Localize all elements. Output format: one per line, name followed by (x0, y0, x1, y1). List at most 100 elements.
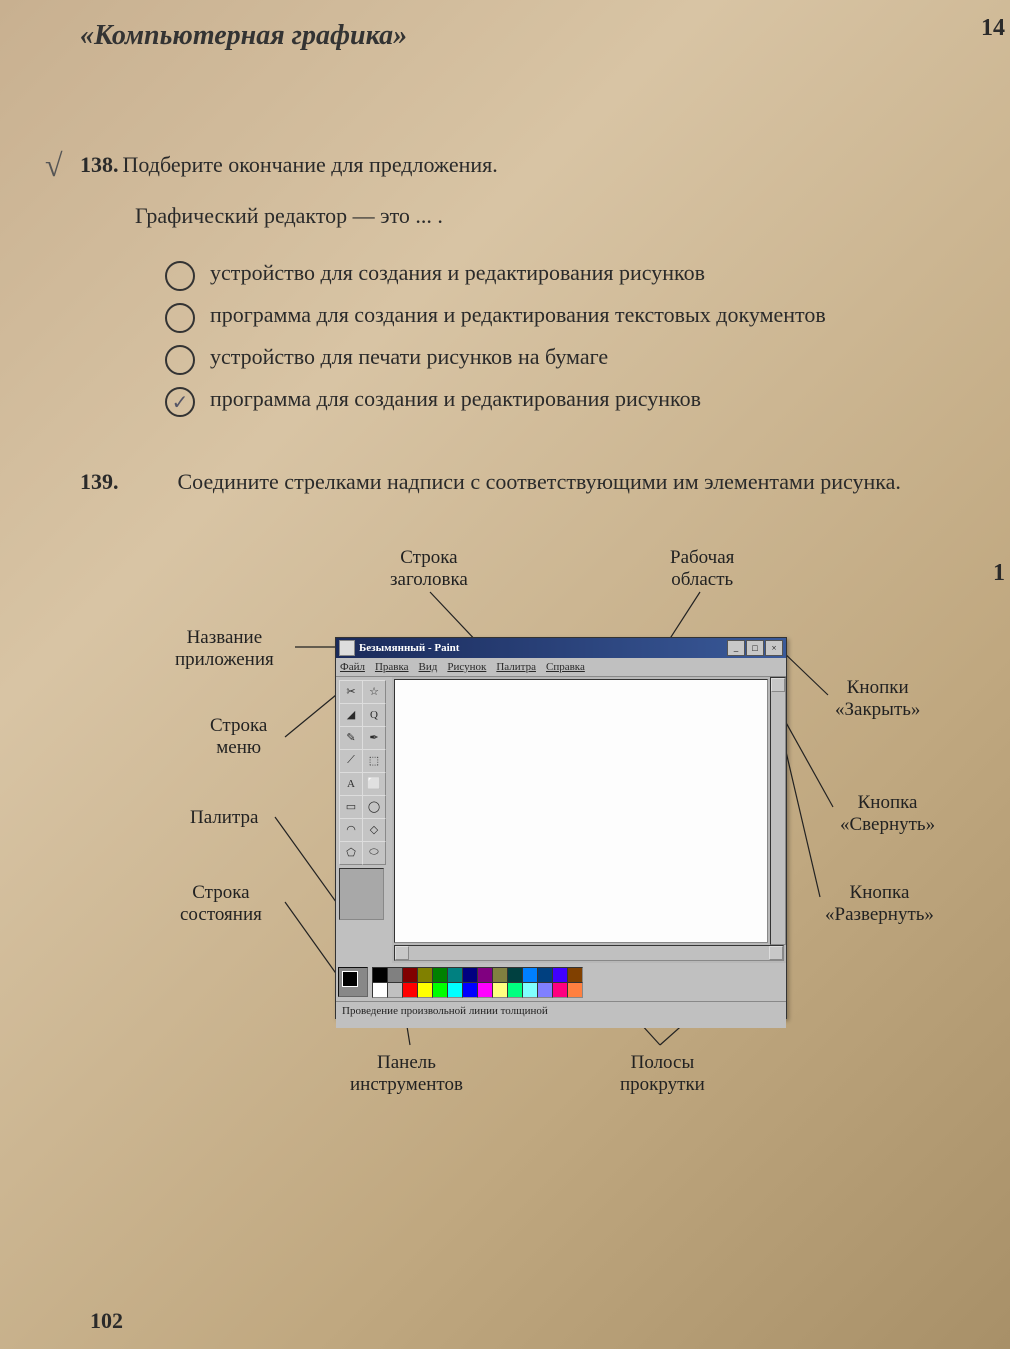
color-swatch[interactable] (402, 967, 418, 983)
option-text: устройство для печати рисунков на бумаге (210, 343, 618, 372)
color-swatch[interactable] (507, 982, 523, 998)
menu-item[interactable]: Правка (375, 661, 409, 673)
scroll-arrow-icon[interactable] (395, 946, 409, 960)
option-text: устройство для создания и редактирования… (210, 259, 715, 288)
label-close-btn: Кнопки«Закрыть» (835, 677, 920, 721)
color-swatch[interactable] (462, 967, 478, 983)
scroll-arrow-icon[interactable] (771, 678, 785, 692)
diagram-area: Строказаголовка Рабочаяобласть Названиеп… (80, 547, 970, 1107)
close-button[interactable]: × (765, 640, 783, 656)
tool-button[interactable]: ◠ (339, 818, 363, 842)
color-swatch[interactable] (537, 982, 553, 998)
menu-item[interactable]: Файл (340, 661, 365, 673)
color-swatch[interactable] (417, 982, 433, 998)
answer-option[interactable]: устройство для создания и редактирования… (165, 259, 970, 291)
tool-button[interactable]: A (339, 772, 363, 796)
scroll-arrow-icon[interactable] (769, 946, 783, 960)
tool-button[interactable]: ◇ (362, 818, 386, 842)
minimize-button[interactable]: _ (727, 640, 745, 656)
color-swatch[interactable] (507, 967, 523, 983)
color-swatch[interactable] (372, 967, 388, 983)
label-maximize-btn: Кнопка«Развернуть» (825, 882, 934, 926)
color-swatch[interactable] (492, 967, 508, 983)
menu-item[interactable]: Справка (546, 661, 585, 673)
tool-button[interactable]: ⬭ (362, 841, 386, 865)
label-title-row: Строказаголовка (390, 547, 468, 591)
radio-icon[interactable] (165, 303, 195, 333)
label-app-name: Названиеприложения (175, 627, 274, 671)
vertical-scrollbar[interactable] (770, 677, 786, 945)
tool-button[interactable]: ✂ (339, 680, 363, 704)
color-swatch[interactable] (552, 967, 568, 983)
tool-button[interactable]: ⟋ (339, 749, 363, 773)
color-swatch[interactable] (372, 982, 388, 998)
menu-item[interactable]: Палитра (496, 661, 536, 673)
window-title: Безымянный - Paint (359, 642, 459, 654)
color-swatch[interactable] (477, 967, 493, 983)
color-swatch[interactable] (492, 982, 508, 998)
color-swatch[interactable] (417, 967, 433, 983)
color-swatch[interactable] (432, 967, 448, 983)
margin-number-top: 14 (981, 15, 1005, 42)
color-swatch[interactable] (447, 967, 463, 983)
status-bar: Проведение произвольной линии толщиной (336, 1001, 786, 1028)
exercise-number: 138. (80, 152, 119, 177)
color-swatch[interactable] (477, 982, 493, 998)
margin-number-mid: 1 (993, 560, 1005, 587)
answer-option[interactable]: устройство для печати рисунков на бумаге (165, 343, 970, 375)
radio-icon[interactable] (165, 261, 195, 291)
radio-icon[interactable] (165, 387, 195, 417)
color-swatch[interactable] (462, 982, 478, 998)
color-swatch[interactable] (447, 982, 463, 998)
color-swatch[interactable] (387, 982, 403, 998)
exercise-138: √ 138. Подберите окончание для предложен… (80, 152, 970, 417)
tool-options (339, 868, 384, 920)
label-work-area: Рабочаяобласть (670, 547, 734, 591)
exercise-139: 139. Соедините стрелками надписи с соотв… (80, 467, 970, 1107)
label-minimize-btn: Кнопка«Свернуть» (840, 792, 935, 836)
tool-button[interactable]: ✎ (339, 726, 363, 750)
menubar[interactable]: Файл Правка Вид Рисунок Палитра Справка (336, 658, 786, 677)
tool-button[interactable]: ⬚ (362, 749, 386, 773)
label-palette: Палитра (190, 807, 258, 829)
horizontal-scrollbar[interactable] (394, 945, 784, 961)
canvas-area[interactable] (394, 679, 768, 943)
color-swatch[interactable] (537, 967, 553, 983)
color-swatch[interactable] (567, 982, 583, 998)
answer-option[interactable]: программа для создания и редактирования … (165, 385, 970, 417)
color-swatch[interactable] (387, 967, 403, 983)
tool-button[interactable]: ⬜ (362, 772, 386, 796)
radio-icon[interactable] (165, 345, 195, 375)
label-menu-row: Строкаменю (210, 715, 267, 759)
checkmark-icon: √ (45, 147, 63, 184)
color-swatch[interactable] (567, 967, 583, 983)
option-text: программа для создания и редактирования … (210, 301, 836, 330)
titlebar: Безымянный - Paint _ □ × (336, 638, 786, 658)
maximize-button[interactable]: □ (746, 640, 764, 656)
color-swatch[interactable] (552, 982, 568, 998)
color-swatch[interactable] (402, 982, 418, 998)
tool-button[interactable]: ⬠ (339, 841, 363, 865)
label-scrollbars: Полосыпрокрутки (620, 1052, 705, 1096)
label-toolbox: Панельинструментов (350, 1052, 463, 1096)
menu-item[interactable]: Вид (419, 661, 438, 673)
chapter-title: «Компьютерная графика» (80, 20, 970, 52)
app-icon (339, 640, 355, 656)
answer-option[interactable]: программа для создания и редактирования … (165, 301, 970, 333)
fg-bg-selector[interactable] (338, 967, 368, 997)
color-swatch[interactable] (432, 982, 448, 998)
menu-item[interactable]: Рисунок (447, 661, 486, 673)
tool-button[interactable]: ✒ (362, 726, 386, 750)
page-number: 102 (90, 1308, 123, 1334)
tool-button[interactable]: ▭ (339, 795, 363, 819)
exercise-task: Соедините стрелками надписи с соответств… (178, 469, 901, 494)
color-palette (336, 963, 786, 1001)
tool-button[interactable]: Q (362, 703, 386, 727)
tool-button[interactable]: ☆ (362, 680, 386, 704)
color-swatch[interactable] (522, 967, 538, 983)
toolbox: ✂☆◢Q✎✒⟋⬚A⬜▭◯◠◇⬠⬭ (336, 677, 392, 963)
color-swatch[interactable] (522, 982, 538, 998)
tool-button[interactable]: ◯ (362, 795, 386, 819)
exercise-prompt: Графический редактор — это ... . (135, 203, 970, 229)
tool-button[interactable]: ◢ (339, 703, 363, 727)
